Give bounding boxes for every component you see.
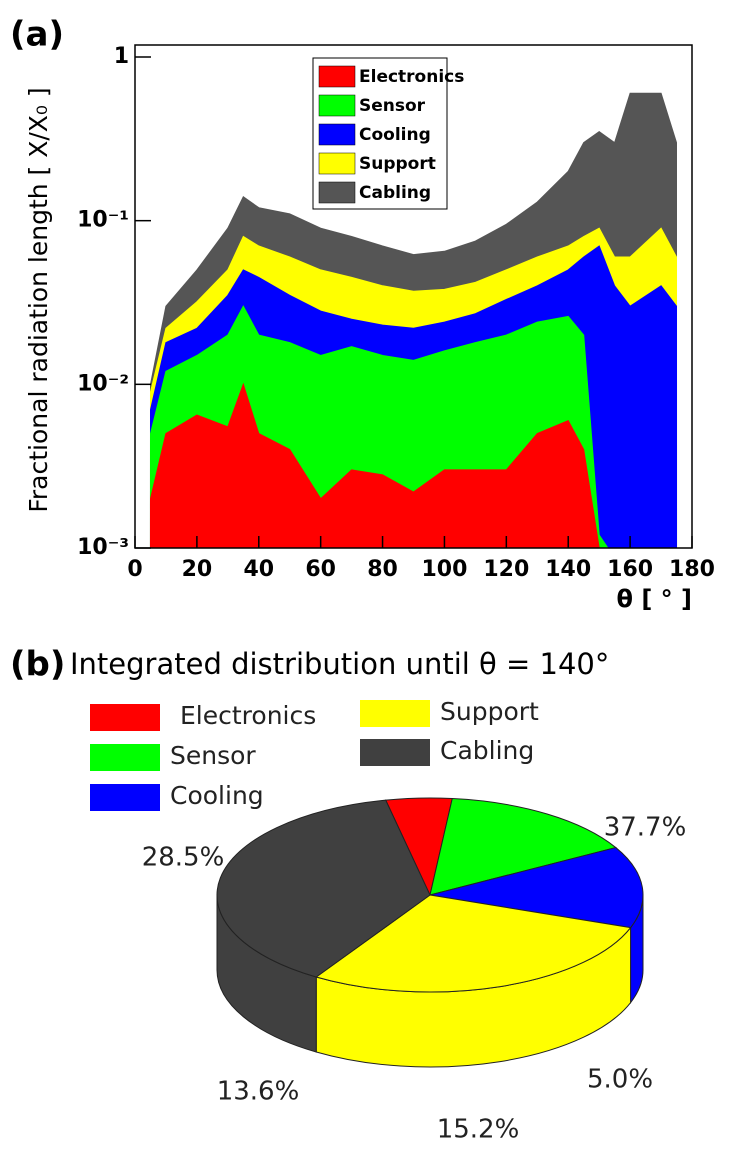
plot-area: [149, 92, 678, 548]
panel-label: (b): [10, 645, 65, 685]
legend-label: Cooling: [359, 125, 431, 145]
legend-label: Cabling: [440, 736, 534, 765]
legend-swatch: [90, 784, 160, 811]
legend-label: Cooling: [170, 781, 264, 810]
legend-swatch: [318, 94, 356, 117]
y-tick-label: 10⁻¹: [77, 208, 129, 233]
y-tick-label: 1: [114, 44, 129, 69]
pie-slice: [429, 847, 644, 929]
panel-label: (a): [10, 15, 64, 55]
x-tick-label: 60: [305, 557, 336, 582]
legend-label: Electronics: [180, 701, 316, 730]
plot-frame: [134, 44, 693, 549]
legend-label: Cabling: [359, 183, 431, 203]
y-tick-label: 10⁻³: [77, 535, 129, 560]
legend-label: Electronics: [359, 67, 464, 87]
pie-slice: [429, 798, 617, 896]
legend-swatch: [360, 739, 430, 766]
x-tick-label: 20: [182, 557, 213, 582]
x-tick-label: 120: [483, 557, 529, 582]
legend-label: Sensor: [359, 96, 426, 116]
y-tick-label: 10⁻²: [77, 371, 129, 396]
data-label: 13.6%: [217, 1077, 300, 1107]
legend-swatch: [360, 700, 430, 727]
data-label: 5.0%: [587, 1065, 653, 1095]
x-axis-label: θ [ ° ]: [617, 585, 693, 613]
legend-swatch: [90, 704, 160, 731]
data-label: 37.7%: [604, 813, 687, 843]
chart-title: Integrated distribution until θ = 140°: [70, 647, 609, 681]
legend-swatch: [90, 744, 160, 771]
x-tick-label: 100: [421, 557, 467, 582]
area: [149, 382, 601, 548]
x-tick-label: 40: [243, 557, 274, 582]
data-label: 28.5%: [142, 843, 225, 873]
pie-slice: [216, 799, 431, 978]
legend-label: Support: [359, 154, 436, 174]
legend-swatch: [318, 123, 356, 146]
pie-slice: [315, 894, 632, 993]
legend-label: Sensor: [170, 741, 256, 770]
x-tick-label: 0: [127, 557, 142, 582]
x-tick-label: 80: [367, 557, 398, 582]
legend-swatch: [318, 65, 356, 88]
y-axis-label: Fractional radiation length [ X/X₀ ]: [24, 87, 53, 512]
data-label: 15.2%: [437, 1115, 520, 1145]
x-tick-label: 180: [669, 557, 715, 582]
legend-label: Support: [440, 697, 539, 726]
x-tick-label: 160: [607, 557, 653, 582]
x-tick-label: 140: [545, 557, 591, 582]
legend-swatch: [318, 152, 356, 175]
legend-swatch: [318, 181, 356, 204]
